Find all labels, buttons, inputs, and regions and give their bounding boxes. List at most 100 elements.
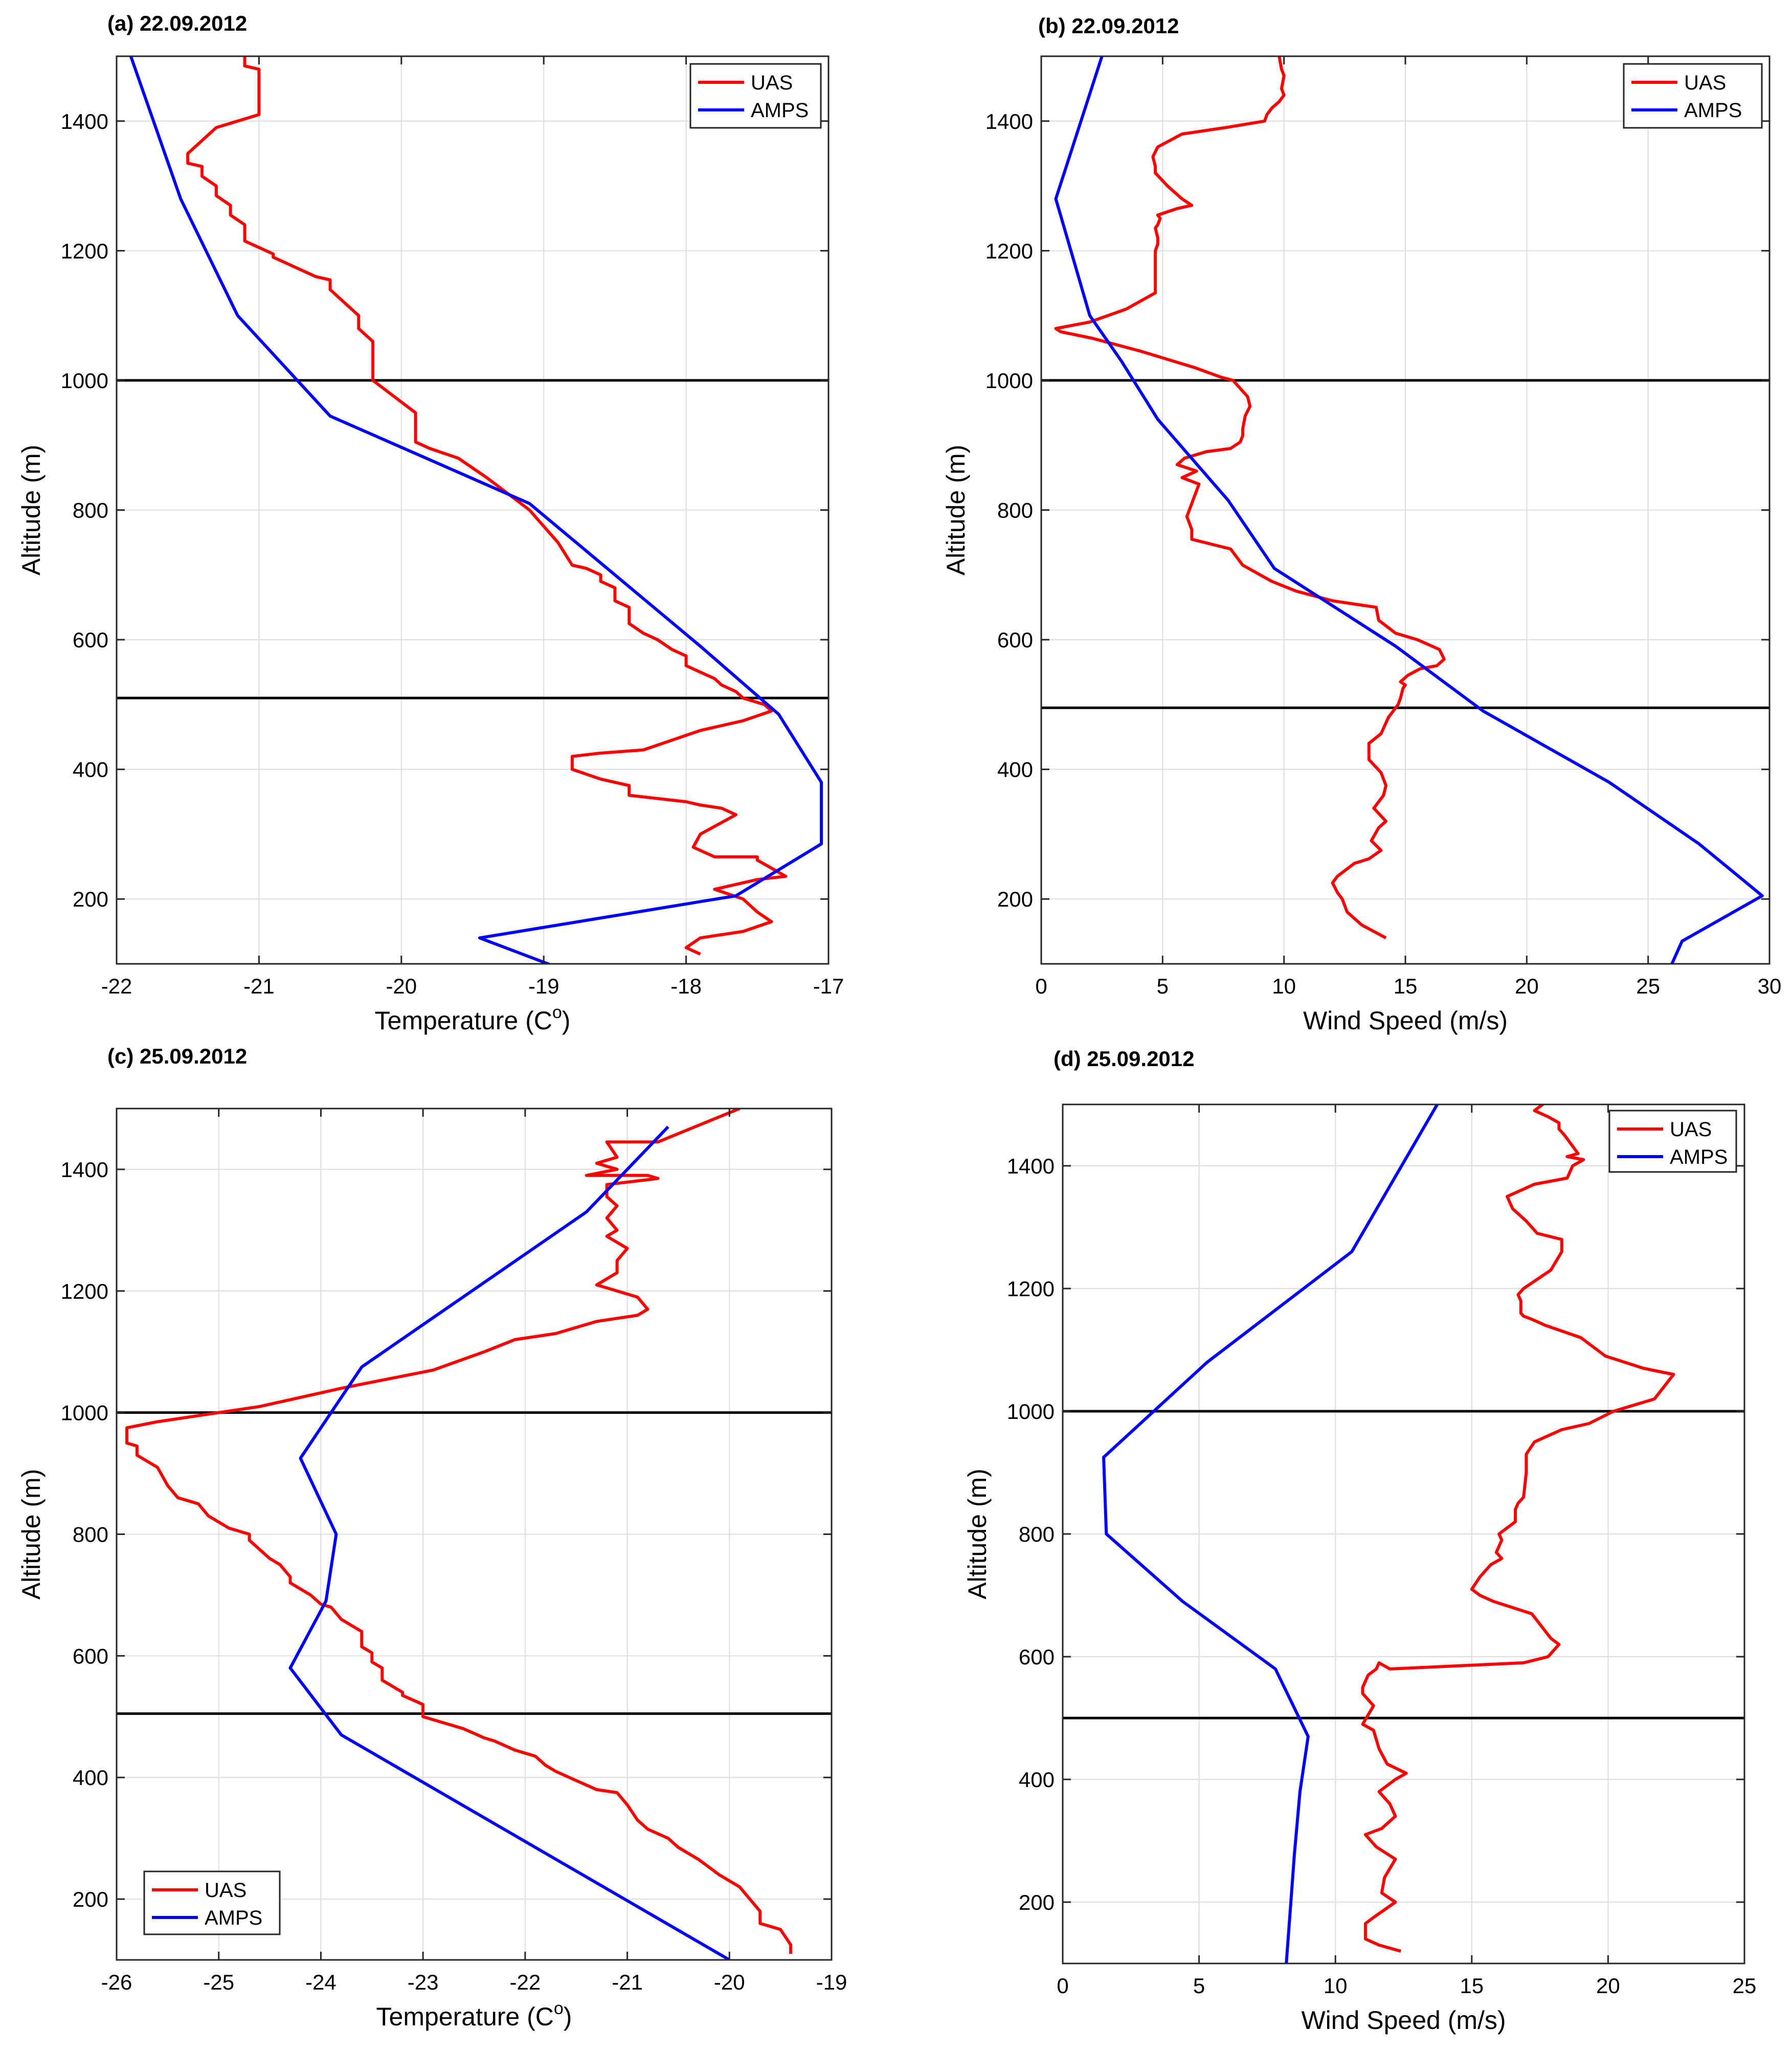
x-tick-label: 15 <box>1460 1974 1484 1998</box>
y-axis-label: Altitude (m) <box>963 1469 992 1599</box>
x-tick-label: 20 <box>1596 1974 1620 1998</box>
legend-label-amps: AMPS <box>205 1907 262 1929</box>
y-tick-label: 1000 <box>1007 1399 1055 1424</box>
legend: UAS AMPS <box>689 63 822 129</box>
y-tick-label: 1000 <box>985 369 1033 393</box>
x-tick-label: -23 <box>408 1970 439 1994</box>
legend-label-uas: UAS <box>1684 72 1726 94</box>
y-axis-label: Altitude (m) <box>942 445 970 576</box>
series-group <box>129 56 823 964</box>
x-tick-label: -18 <box>670 974 702 998</box>
y-tick-label: 400 <box>1019 1768 1055 1792</box>
y-tick-label: 800 <box>1019 1522 1055 1546</box>
x-axis-label-sup: o <box>552 1003 562 1022</box>
y-axis-label: Altitude (m) <box>17 1469 46 1600</box>
x-axis-label: Wind Speed (m/s) <box>1303 1006 1508 1035</box>
x-tick-label: -19 <box>528 974 559 998</box>
x-axis-label-main: Temperature (C <box>376 2002 554 2031</box>
legend-label-amps: AMPS <box>1684 99 1742 122</box>
x-tick-label: -19 <box>816 1970 847 1994</box>
y-tick-label: 200 <box>73 1887 108 1911</box>
panel-title: (d) 25.09.2012 <box>1054 1047 1195 1071</box>
x-tick-label: 25 <box>1733 1974 1757 1998</box>
series-line-uas <box>125 1109 793 1954</box>
legend-label-uas: UAS <box>751 72 793 94</box>
legend-box <box>1608 1110 1737 1173</box>
series-group <box>1102 1104 1675 1963</box>
x-axis-label: Wind Speed (m/s) <box>1301 2006 1506 2035</box>
x-axis-label-main: Wind Speed (m/s) <box>1303 1006 1508 1035</box>
y-axis-label: Altitude (m) <box>17 445 46 576</box>
x-tick-label: 5 <box>1193 1974 1205 1998</box>
x-tick-label: 15 <box>1394 974 1418 998</box>
y-tick-label: 200 <box>997 887 1033 911</box>
y-tick-label: 1200 <box>61 1279 108 1303</box>
y-tick-label: 1000 <box>61 1401 108 1425</box>
x-tick-label: -21 <box>612 1970 643 1994</box>
y-tick-label: 200 <box>1019 1890 1055 1914</box>
x-tick-label: -22 <box>510 1970 541 1994</box>
x-axis-label-tail: ) <box>562 1006 571 1035</box>
legend-label-uas: UAS <box>205 1879 247 1902</box>
legend-label-amps: AMPS <box>1670 1146 1728 1168</box>
x-tick-label: 20 <box>1515 974 1539 998</box>
legend-box <box>143 1870 281 1935</box>
y-tick-label: 800 <box>997 499 1033 523</box>
x-tick-label: -26 <box>101 1970 132 1994</box>
x-tick-label: 25 <box>1636 974 1660 998</box>
y-tick-label: 1400 <box>985 109 1033 133</box>
y-tick-label: 200 <box>73 887 108 911</box>
x-tick-label: -22 <box>101 974 132 998</box>
legend: UAS AMPS <box>1623 63 1763 129</box>
series-line-amps <box>288 1125 730 1960</box>
y-tick-label: 1200 <box>61 239 108 263</box>
legend-box <box>689 63 822 129</box>
series-line-amps <box>1054 56 1764 964</box>
series-group <box>1054 56 1764 964</box>
x-tick-label: 0 <box>1035 974 1047 998</box>
legend-box <box>1623 63 1763 129</box>
panel-b: 0 5 10 15 20 25 30 200 400 600 800 1000 1200 1400 (b) … <box>942 14 1781 1035</box>
series-line-uas <box>1361 1104 1675 1953</box>
y-tick-label: 600 <box>73 628 108 652</box>
panel-c: -26 -25 -24 -23 -22 -21 -20 -19 200 400 600 800 1000… <box>17 1044 847 2031</box>
panel-title: (c) 25.09.2012 <box>107 1044 247 1068</box>
x-tick-label: -21 <box>243 974 275 998</box>
x-tick-label: -24 <box>305 1970 337 1994</box>
legend-label-uas: UAS <box>1670 1118 1712 1141</box>
x-axis-label-tail: ) <box>564 2002 572 2031</box>
y-tick-label: 1400 <box>1007 1154 1055 1178</box>
y-tick-label: 600 <box>1019 1645 1055 1669</box>
series-group <box>125 1109 793 1960</box>
x-tick-label: -20 <box>386 974 417 998</box>
x-tick-label: 10 <box>1324 1974 1348 1998</box>
panel-title: (a) 22.09.2012 <box>107 11 247 35</box>
y-tick-label: 600 <box>997 628 1033 652</box>
legend: UAS AMPS <box>1608 1110 1737 1173</box>
x-tick-label: 30 <box>1758 974 1782 998</box>
y-tick-label: 1200 <box>985 239 1033 263</box>
x-axis-label: Temperature (Co) <box>375 1003 571 1035</box>
series-line-uas <box>186 56 788 956</box>
y-tick-label: 800 <box>73 1523 108 1547</box>
y-tick-label: 1000 <box>61 369 108 393</box>
legend: UAS AMPS <box>143 1870 281 1935</box>
y-tick-label: 400 <box>997 758 1033 782</box>
panel-a: -22 -21 -20 -19 -18 -17 200 400 600 800 1000 1200 14… <box>17 11 844 1035</box>
x-axis-label: Temperature (Co) <box>376 1999 572 2031</box>
series-line-amps <box>1102 1104 1439 1963</box>
y-tick-label: 400 <box>73 1766 108 1790</box>
y-tick-label: 800 <box>73 499 108 523</box>
x-tick-label: -17 <box>813 974 844 998</box>
legend-label-amps: AMPS <box>751 99 809 122</box>
x-axis-label-main: Wind Speed (m/s) <box>1301 2006 1506 2035</box>
series-line-amps <box>129 56 823 964</box>
x-tick-label: 10 <box>1272 974 1296 998</box>
x-tick-label: 5 <box>1157 974 1169 998</box>
x-tick-label: 0 <box>1057 1974 1068 1998</box>
y-tick-label: 400 <box>73 758 108 782</box>
y-tick-label: 1200 <box>1007 1277 1055 1301</box>
series-line-uas <box>1054 56 1446 939</box>
x-axis-label-sup: o <box>554 1999 564 2018</box>
